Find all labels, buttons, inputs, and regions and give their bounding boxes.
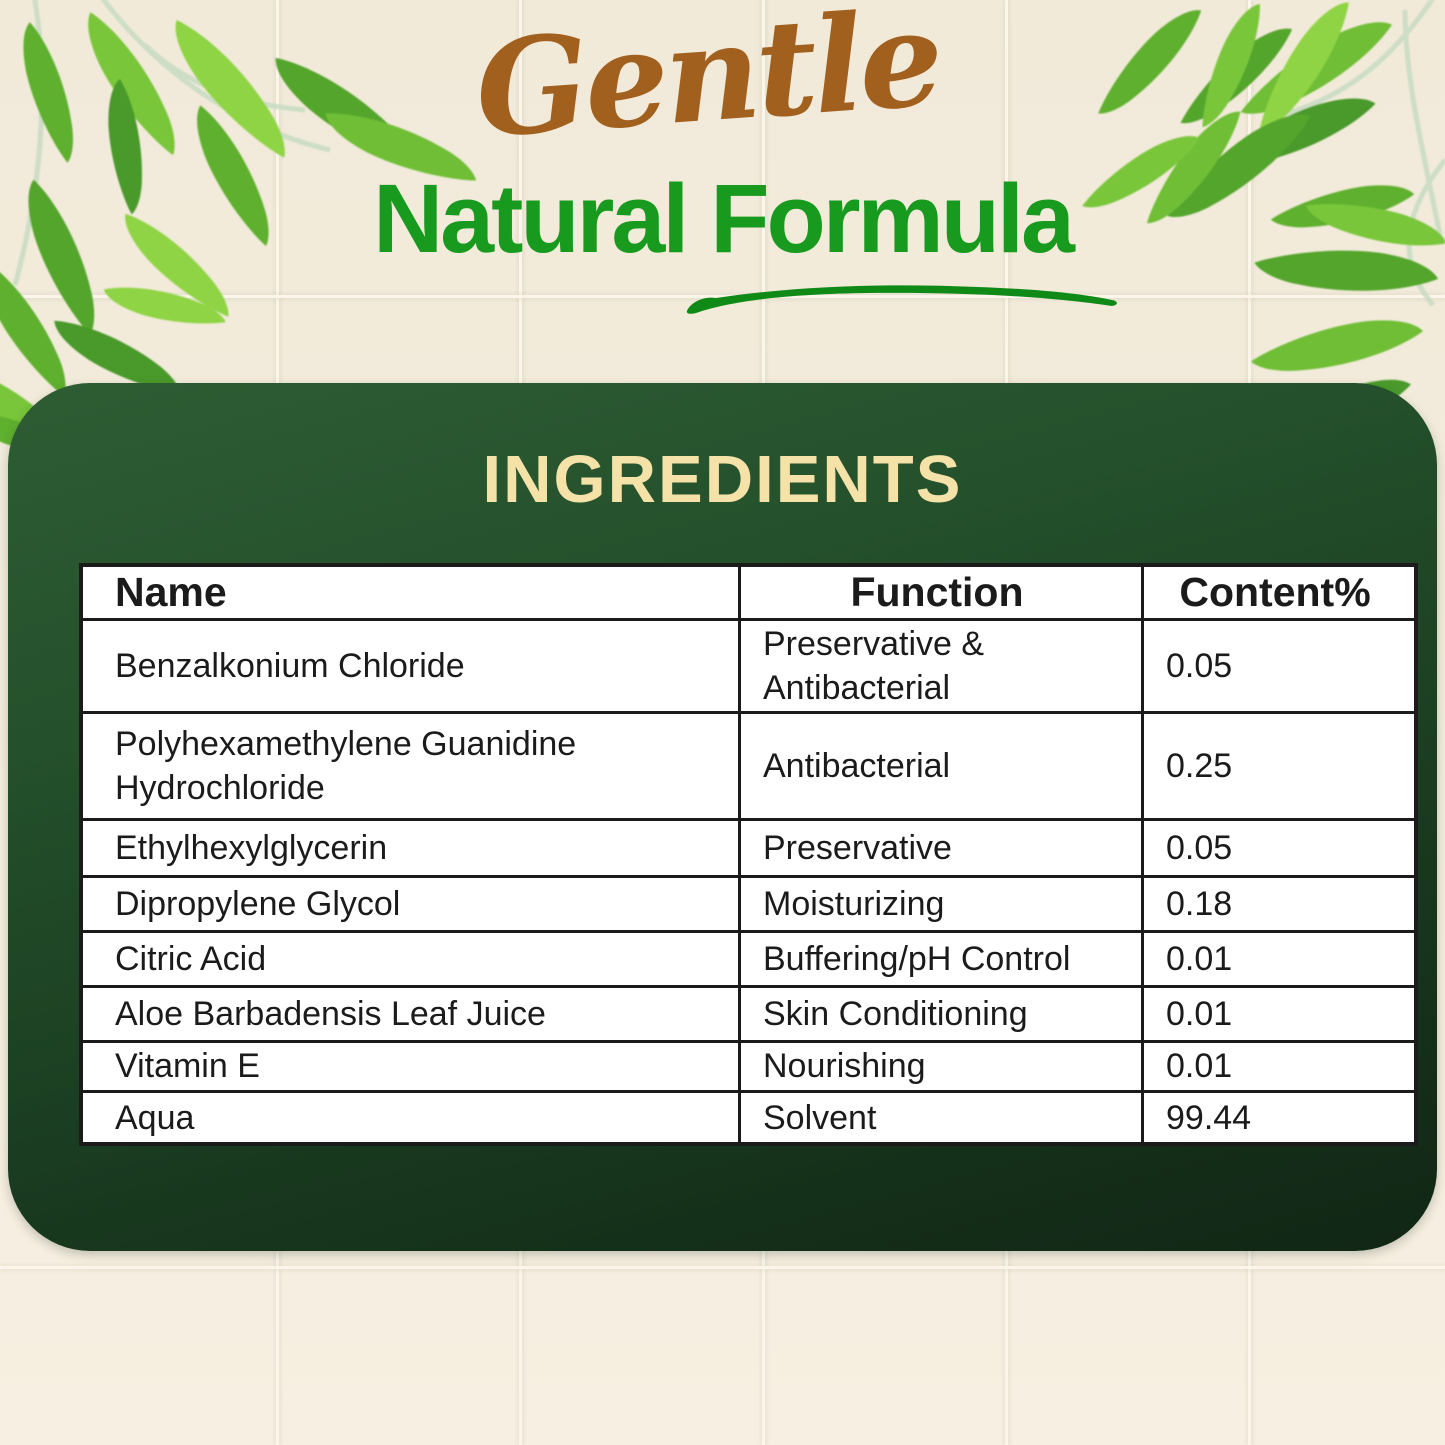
- table-row: Ethylhexylglycerin Preservative 0.05: [79, 817, 1418, 878]
- ingredient-function-cell: Buffering/pH Control: [738, 929, 1144, 988]
- ingredient-content-cell: 0.18: [1141, 874, 1418, 933]
- col-header-function: Function: [738, 563, 1144, 621]
- tile-grout-line: [0, 1266, 1445, 1269]
- ingredient-content-cell: 99.44: [1141, 1089, 1418, 1146]
- headline-main: Natural Formula: [373, 164, 1075, 273]
- ingredient-content-cell: 0.05: [1141, 817, 1418, 878]
- table-row: Aqua Solvent 99.44: [79, 1089, 1418, 1146]
- ingredient-function-cell: Skin Conditioning: [738, 984, 1144, 1043]
- ingredient-content-cell: 0.01: [1141, 1039, 1418, 1093]
- ingredient-name-cell: Vitamin E: [79, 1039, 741, 1093]
- ingredient-content-cell: 0.05: [1141, 617, 1418, 714]
- ingredients-table: Name Function Content% Benzalkonium Chlo…: [79, 563, 1418, 1147]
- bamboo-leaves-icon: [0, 0, 484, 505]
- ingredient-name-cell: Ethylhexylglycerin: [79, 817, 741, 878]
- table-row: Benzalkonium Chloride Preservative & Ant…: [79, 617, 1418, 714]
- ingredient-name-cell: Aloe Barbadensis Leaf Juice: [79, 984, 741, 1043]
- ingredient-name-cell: Polyhexamethylene Guanidine Hydrochlorid…: [79, 710, 741, 821]
- bamboo-leaves-icon: [1074, 0, 1445, 460]
- tile-grout-line: [0, 295, 1445, 298]
- table-row: Citric Acid Buffering/pH Control 0.01: [79, 929, 1418, 988]
- ingredient-function-cell: Preservative: [738, 817, 1144, 878]
- table-row: Polyhexamethylene Guanidine Hydrochlorid…: [79, 710, 1418, 821]
- ingredient-content-cell: 0.01: [1141, 929, 1418, 988]
- ingredient-name-cell: Dipropylene Glycol: [79, 874, 741, 933]
- ingredients-heading: INGREDIENTS: [482, 442, 963, 517]
- table-row: Dipropylene Glycol Moisturizing 0.18: [79, 874, 1418, 933]
- ingredient-function-cell: Preservative & Antibacterial: [738, 617, 1144, 714]
- ingredient-name-cell: Benzalkonium Chloride: [79, 617, 741, 714]
- col-header-name: Name: [79, 563, 741, 621]
- ingredient-function-cell: Antibacterial: [738, 710, 1144, 821]
- table-row: Aloe Barbadensis Leaf Juice Skin Conditi…: [79, 984, 1418, 1043]
- ingredient-function-cell: Moisturizing: [738, 874, 1144, 933]
- ingredient-name-cell: Citric Acid: [79, 929, 741, 988]
- col-header-content: Content%: [1141, 563, 1418, 621]
- brush-swoosh-icon: [686, 285, 1117, 314]
- table-row: Vitamin E Nourishing 0.01: [79, 1039, 1418, 1093]
- ingredient-function-cell: Solvent: [738, 1089, 1144, 1146]
- ingredient-function-cell: Nourishing: [738, 1039, 1144, 1093]
- ingredient-content-cell: 0.01: [1141, 984, 1418, 1043]
- table-header-row: Name Function Content%: [79, 563, 1418, 621]
- ingredients-panel: INGREDIENTS Name Function Content% Benza…: [8, 383, 1437, 1251]
- ingredient-name-cell: Aqua: [79, 1089, 741, 1146]
- ingredient-content-cell: 0.25: [1141, 710, 1418, 821]
